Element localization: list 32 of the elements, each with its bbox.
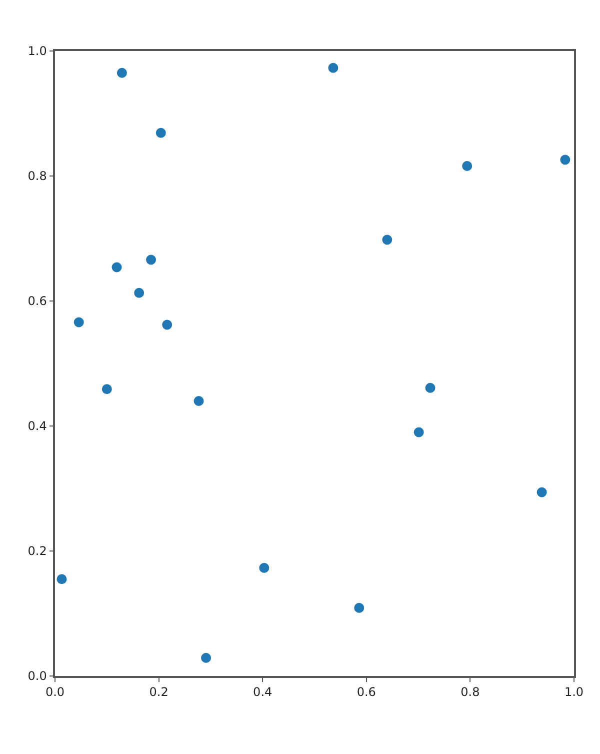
x-tick-label: 0.4 xyxy=(253,685,272,700)
point xyxy=(259,562,270,573)
point xyxy=(425,382,436,393)
point xyxy=(156,128,166,138)
x-tick-label: 0.6 xyxy=(356,685,376,700)
point xyxy=(414,427,424,438)
point xyxy=(134,288,144,298)
point xyxy=(194,396,204,406)
point xyxy=(536,487,547,498)
point xyxy=(146,254,156,265)
point xyxy=(201,652,212,663)
point xyxy=(354,602,364,613)
point xyxy=(112,262,122,272)
point xyxy=(162,320,172,330)
y-tick-label: 1.0 xyxy=(28,44,47,58)
y-tick-label: 0.4 xyxy=(28,419,47,434)
point xyxy=(382,234,392,245)
x-tick-label: 0.0 xyxy=(45,685,65,700)
point xyxy=(102,384,112,394)
x-tick-label: 1.0 xyxy=(564,685,584,700)
y-tick-label: 0.6 xyxy=(28,294,47,308)
y-tick-label: 0.8 xyxy=(28,169,47,184)
point xyxy=(328,62,338,73)
point xyxy=(56,574,67,584)
point xyxy=(560,154,570,165)
x-tick-label: 0.8 xyxy=(460,685,480,700)
y-tick-label: 0.0 xyxy=(28,669,47,684)
x-tick-label: 0.2 xyxy=(149,685,168,700)
point xyxy=(462,161,472,171)
point xyxy=(74,317,84,328)
point xyxy=(116,68,127,78)
y-tick-label: 0.2 xyxy=(28,544,47,558)
